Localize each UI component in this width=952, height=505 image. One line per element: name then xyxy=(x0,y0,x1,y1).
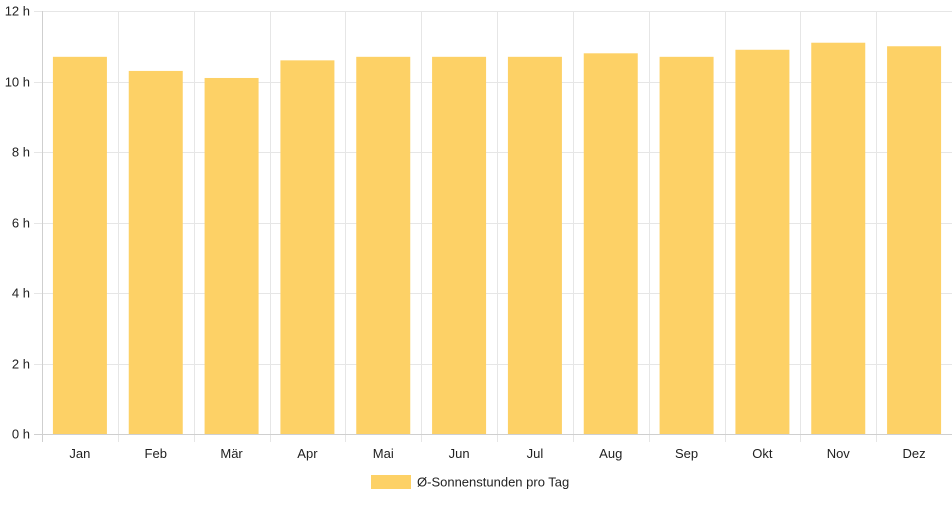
x-tick-label: Apr xyxy=(297,446,318,461)
bars xyxy=(52,42,942,435)
x-tick-label: Jul xyxy=(527,446,544,461)
bar-apr[interactable] xyxy=(280,60,335,434)
legend[interactable]: Ø-Sonnenstunden pro Tag xyxy=(371,475,569,490)
bar-feb[interactable] xyxy=(128,70,183,435)
bar-sep[interactable] xyxy=(659,56,714,434)
bar-aug[interactable] xyxy=(583,53,638,435)
x-tick-label: Sep xyxy=(675,446,698,461)
grid xyxy=(34,11,952,442)
bar-mär[interactable] xyxy=(204,77,259,434)
y-tick-label: 12 h xyxy=(5,4,30,19)
bar-jun[interactable] xyxy=(432,56,487,434)
bar-dez[interactable] xyxy=(887,46,942,434)
bar-mai[interactable] xyxy=(356,56,411,434)
x-tick-label: Mär xyxy=(220,446,243,461)
axes xyxy=(34,11,952,442)
legend-label[interactable]: Ø-Sonnenstunden pro Tag xyxy=(417,475,569,490)
x-tick-label: Jun xyxy=(449,446,470,461)
x-tick-label: Mai xyxy=(373,446,394,461)
x-tick-label: Dez xyxy=(903,446,926,461)
x-tick-label: Okt xyxy=(752,446,773,461)
x-tick-label: Jan xyxy=(69,446,90,461)
x-tick-label: Feb xyxy=(145,446,167,461)
bar-nov[interactable] xyxy=(811,42,866,434)
x-tick-label: Nov xyxy=(827,446,851,461)
bar-okt[interactable] xyxy=(735,49,790,435)
x-tick-label: Aug xyxy=(599,446,622,461)
y-axis-ticks: 0 h 2 h 4 h 6 h 8 h 10 h 12 h xyxy=(5,4,30,442)
y-tick-label: 2 h xyxy=(12,357,30,372)
bar-jan[interactable] xyxy=(52,56,107,434)
legend-swatch[interactable] xyxy=(371,475,411,489)
y-tick-label: 8 h xyxy=(12,145,30,160)
y-tick-label: 6 h xyxy=(12,216,30,231)
y-tick-label: 0 h xyxy=(12,427,30,442)
y-tick-label: 4 h xyxy=(12,286,30,301)
x-axis-ticks: Jan Feb Mär Apr Mai Jun Jul Aug Sep Okt Nov Dez xyxy=(69,446,925,461)
y-tick-label: 10 h xyxy=(5,75,30,90)
bar-jul[interactable] xyxy=(507,56,562,434)
